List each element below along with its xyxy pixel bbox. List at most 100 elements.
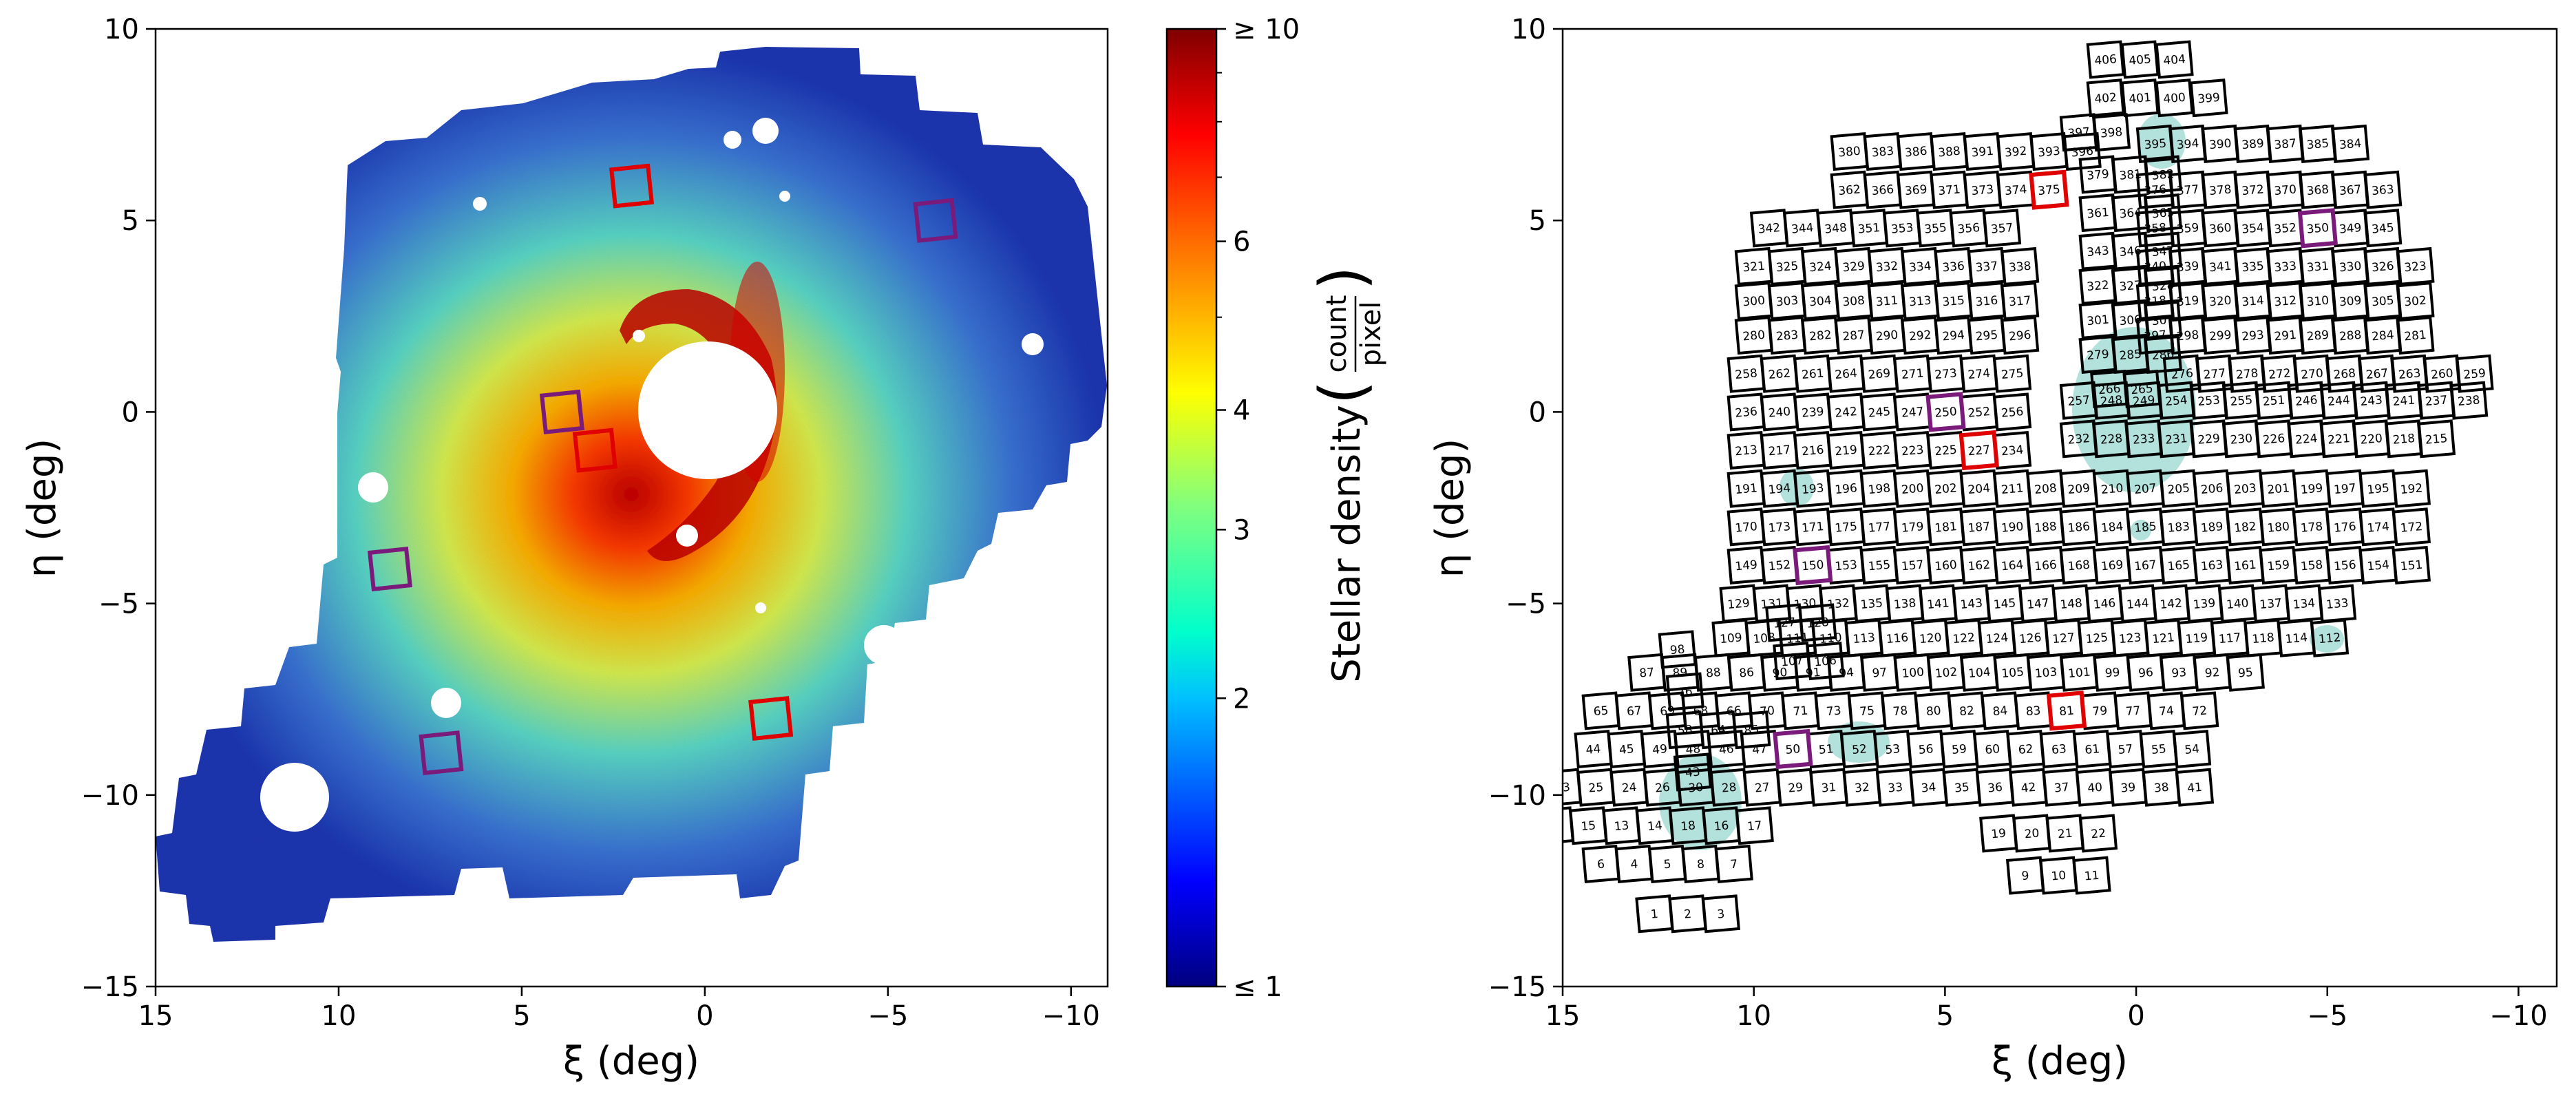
field-id-label: 60 (1985, 742, 2000, 757)
field-id-label: 149 (1735, 558, 1758, 574)
field-tile: 387 (2266, 124, 2305, 163)
field-id-label: 225 (1934, 443, 1958, 459)
field-tile: 291 (2266, 316, 2305, 355)
field-id-label: 209 (2067, 481, 2091, 497)
field-tile: 138 (1886, 584, 1925, 623)
field-id-label: 218 (2392, 432, 2416, 447)
field-tile: 183 (2159, 507, 2198, 547)
field-id-label: 315 (1942, 294, 1965, 310)
left-y-tick-label: −5 (98, 589, 139, 620)
field-id-label: 278 (2235, 366, 2259, 382)
field-tile: 56 (1906, 729, 1945, 769)
field-tile: 121 (2144, 618, 2183, 657)
field-tile: 312 (2266, 282, 2305, 321)
field-tile: 99 (2093, 653, 2132, 692)
field-tile: 33 (1876, 768, 1915, 807)
field-id-label: 140 (2226, 596, 2249, 612)
field-id-label: 12 (1547, 819, 1563, 834)
field-id-label: 253 (2197, 393, 2221, 409)
field-tile: 146 (2084, 584, 2124, 623)
field-id-label: 135 (1860, 596, 1883, 612)
field-tile: 129 (1719, 584, 1758, 623)
field-id-label: 59 (1951, 742, 1967, 757)
left-axes-frame (154, 28, 1109, 988)
field-id-label: 123 (2118, 631, 2142, 646)
field-tile: 20 (2012, 814, 2051, 853)
field-tile: 374 (1996, 170, 2036, 209)
field-id-label: 137 (2259, 596, 2283, 612)
colorbar-label-paren-close: ) (1307, 266, 1379, 290)
field-id-label: 29 (1788, 781, 1804, 796)
field-tile: 324 (1801, 246, 1840, 286)
field-id-label: 134 (2292, 596, 2316, 612)
field-id-label: 280 (1742, 328, 1766, 344)
field-id-label: 322 (2087, 278, 2110, 294)
field-tile: 383 (1863, 132, 1902, 171)
field-id-label: 97 (1872, 666, 1888, 681)
field-tile: 119 (2177, 618, 2216, 657)
field-id-label: 302 (2404, 294, 2427, 310)
field-tile: 384 (2331, 124, 2370, 163)
field-outline-purple (1925, 392, 1966, 432)
field-outline (1714, 844, 1753, 883)
field-id-label: 249 (2132, 393, 2155, 409)
field-tile: 238 (2449, 381, 2489, 420)
colorbar-gradient (1165, 28, 1218, 988)
field-outline (2000, 316, 2040, 355)
field-tile: 101 (2060, 653, 2099, 692)
field-id-label: 316 (1975, 294, 1998, 310)
field-tile: 59 (1939, 729, 1978, 769)
left-x-tick-label: 0 (696, 1000, 713, 1032)
field-tile: 151 (2392, 545, 2431, 584)
field-id-label: 298 (2176, 328, 2199, 344)
field-tile: 363 (2363, 170, 2403, 209)
field-id-label: 67 (1626, 704, 1642, 719)
field-tile: 27 (1742, 768, 1782, 807)
field-id-label: 182 (2233, 520, 2257, 536)
field-tile: 269 (1859, 354, 1899, 393)
field-tile: 182 (2226, 507, 2265, 547)
field-tile: 213 (1727, 431, 1766, 470)
right-y-tick-label: −15 (1488, 971, 1546, 1003)
field-id-label: 189 (2200, 520, 2224, 536)
field-id-label: 345 (2371, 221, 2394, 237)
field-id-label: 308 (1842, 294, 1866, 310)
field-id-label: 246 (2294, 393, 2318, 409)
field-tile: 282 (1801, 316, 1840, 355)
field-tile: 126 (2011, 618, 2050, 657)
field-id-label: 239 (1801, 405, 1824, 421)
field-tile: 5 (1648, 844, 1687, 883)
field-id-label: 292 (1908, 328, 1932, 344)
field-tile: 362 (1830, 170, 1869, 209)
field-tile: 264 (1826, 354, 1866, 393)
field-id-label: 375 (2038, 182, 2061, 198)
field-tile: 405 (2120, 40, 2160, 79)
field-id-label: 359 (2176, 221, 2199, 237)
field-id-label: 172 (2400, 520, 2423, 536)
field-id-label: 62 (2018, 742, 2034, 757)
field-tile: 373 (1963, 170, 2002, 209)
field-id-label: 121 (2152, 631, 2175, 646)
field-id-label: 63 (2051, 742, 2067, 757)
field-id-label: 37 (2054, 781, 2069, 796)
field-outline (1993, 354, 2032, 393)
field-id-label: 397 (2067, 125, 2091, 141)
field-outline (2155, 78, 2194, 118)
field-outline-red (1959, 430, 1999, 471)
field-id-label: 206 (2200, 481, 2224, 497)
field-id-label: 355 (1924, 221, 1947, 237)
field-tile: 142 (2151, 584, 2190, 623)
field-id-label: 94 (1839, 666, 1855, 681)
field-outline (2396, 316, 2435, 355)
left-y-tick-label: −10 (81, 780, 139, 812)
field-id-label: 34 (1921, 781, 1936, 796)
field-id-label: 118 (2252, 631, 2275, 646)
field-outline (2086, 40, 2125, 79)
field-tile: 61 (2073, 729, 2112, 769)
field-tile: 86 (1727, 653, 1766, 692)
field-id-label: 141 (1926, 596, 1950, 612)
field-tile: 127 (2044, 618, 2083, 657)
field-tile: 116 (1877, 618, 1917, 657)
field-id-label: 78 (1892, 704, 1908, 719)
